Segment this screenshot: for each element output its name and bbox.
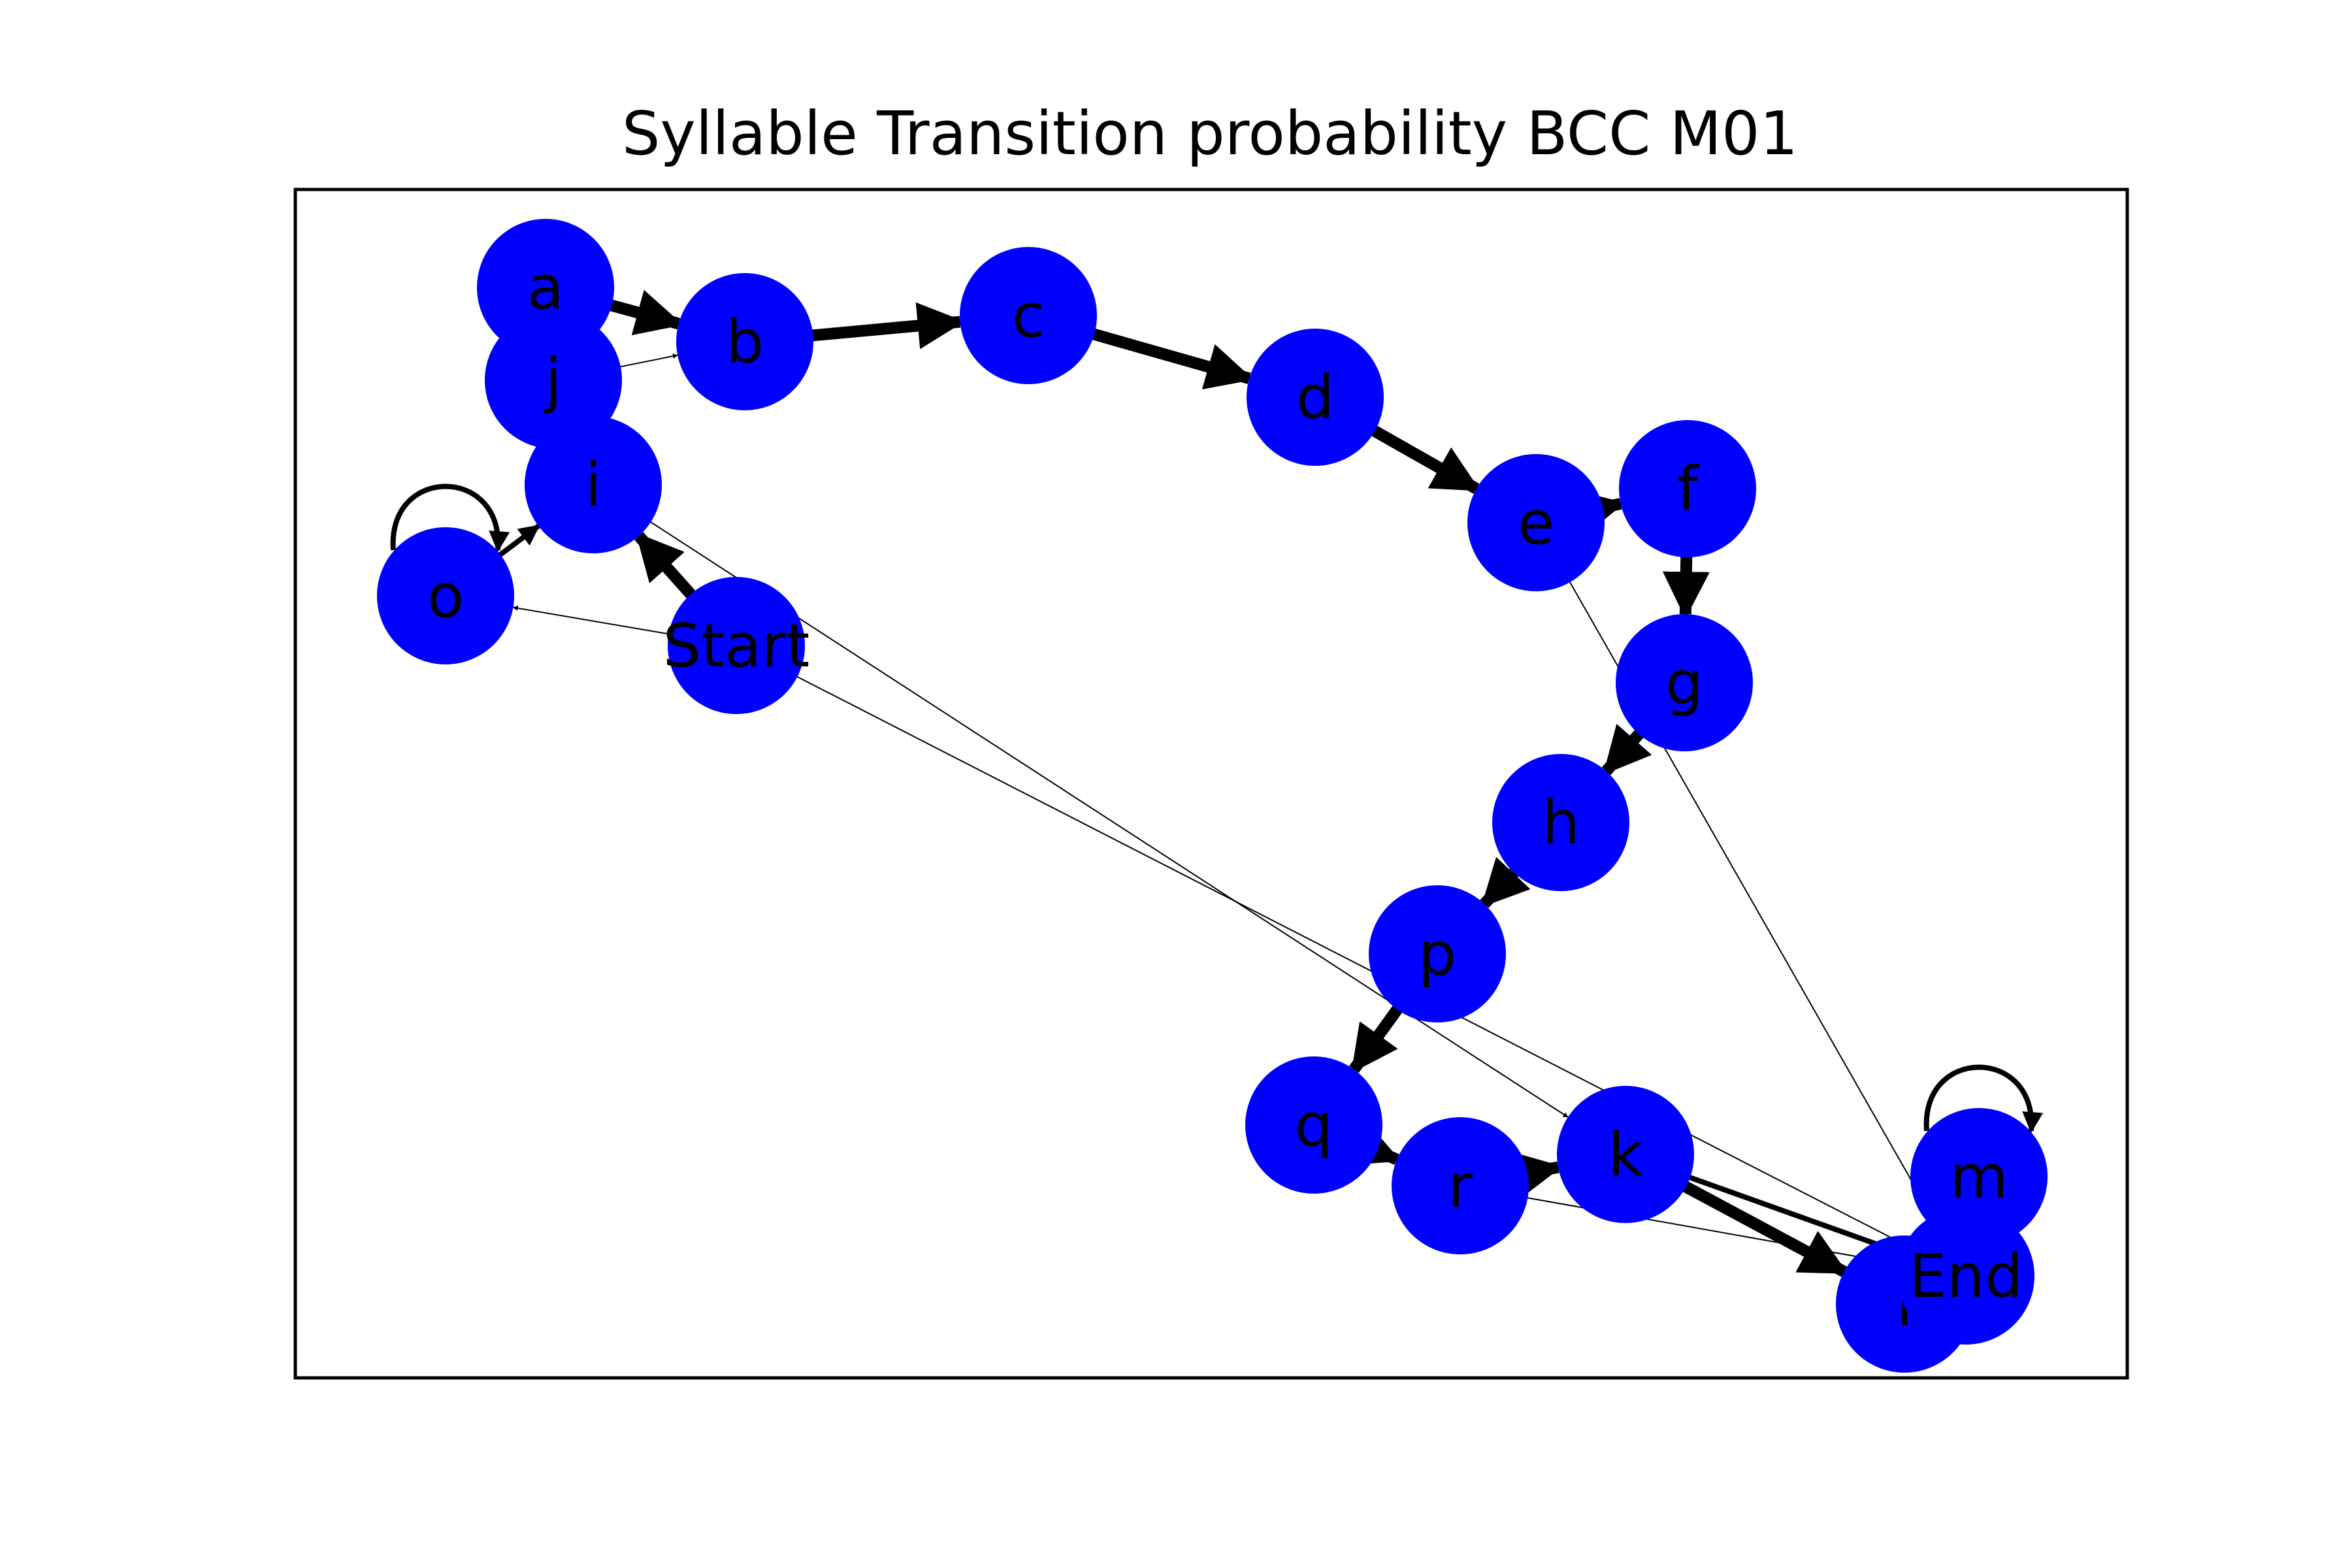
nodes-layer: abcdefghijklmopqrStartEnd [377, 219, 2048, 1373]
node-label-o: o [427, 561, 464, 631]
node-circle-e [1467, 454, 1605, 591]
edge-k-l [1677, 1178, 1848, 1277]
node-label-c: c [1012, 281, 1045, 351]
edge-k-End [1682, 1173, 1904, 1257]
edge-c-d [1086, 327, 1254, 390]
node-circle-f [1619, 420, 1756, 557]
node-circle-k [1557, 1086, 1694, 1223]
node-k: k [1557, 1086, 1694, 1223]
node-label-start: Start [663, 611, 810, 681]
edge-p-q [1349, 1000, 1406, 1073]
node-j: j [485, 312, 622, 449]
node-h: h [1492, 754, 1629, 891]
edge-b-c [806, 302, 965, 350]
node-circle-start [668, 577, 805, 714]
node-label-b: b [726, 307, 764, 377]
node-circle-q [1245, 1056, 1382, 1194]
node-label-k: k [1608, 1120, 1643, 1190]
node-r: r [1392, 1117, 1529, 1254]
node-end: End [1897, 1207, 2034, 1345]
node-circle-c [960, 247, 1097, 384]
edge-f-g [1662, 550, 1710, 619]
edge-h-p [1480, 857, 1531, 908]
node-p: p [1369, 885, 1506, 1022]
edge-Start-i [634, 532, 700, 604]
edge-d-e [1365, 422, 1480, 494]
node-circle-h [1492, 754, 1629, 891]
edge-Start-End [791, 673, 1906, 1245]
edge-o-i [493, 523, 540, 561]
edge-m-m [1923, 1064, 2044, 1134]
node-label-r: r [1448, 1151, 1473, 1221]
edge-g-h [1601, 723, 1652, 776]
node-b: b [676, 273, 813, 410]
node-label-f: f [1677, 454, 1700, 524]
node-q: q [1245, 1056, 1382, 1194]
node-label-m: m [1950, 1142, 2008, 1212]
node-label-g: g [1665, 648, 1703, 718]
chart-title: Syllable Transition probability BCC M01 [622, 99, 1798, 169]
node-o: o [377, 527, 514, 664]
node-circle-end [1897, 1207, 2034, 1345]
edge-Start-o [512, 605, 676, 636]
node-start: Start [663, 577, 810, 714]
node-label-q: q [1295, 1090, 1333, 1160]
node-circle-j [485, 312, 622, 449]
node-label-d: d [1296, 363, 1334, 433]
node-circle-d [1247, 329, 1384, 466]
node-label-e: e [1518, 488, 1555, 558]
node-label-j: j [544, 346, 562, 416]
plot-frame [293, 188, 2129, 1380]
node-label-i: i [585, 450, 602, 520]
edge-j-b [613, 353, 678, 369]
edge-a-b [603, 289, 683, 336]
node-c: c [960, 247, 1097, 384]
node-circle-b [676, 273, 813, 410]
node-circle-r [1392, 1117, 1529, 1254]
node-circle-p [1369, 885, 1506, 1022]
node-g: g [1616, 614, 1753, 751]
node-e: e [1467, 454, 1605, 591]
node-circle-o [377, 527, 514, 664]
node-i: i [525, 416, 662, 553]
node-label-h: h [1542, 788, 1580, 858]
node-label-p: p [1418, 919, 1456, 989]
node-label-a: a [527, 253, 564, 323]
node-circle-i [525, 416, 662, 553]
edge-o-o [390, 483, 510, 553]
node-circle-g [1616, 614, 1753, 751]
node-label-end: End [1909, 1241, 2023, 1311]
node-f: f [1619, 420, 1756, 557]
node-d: d [1247, 329, 1384, 466]
